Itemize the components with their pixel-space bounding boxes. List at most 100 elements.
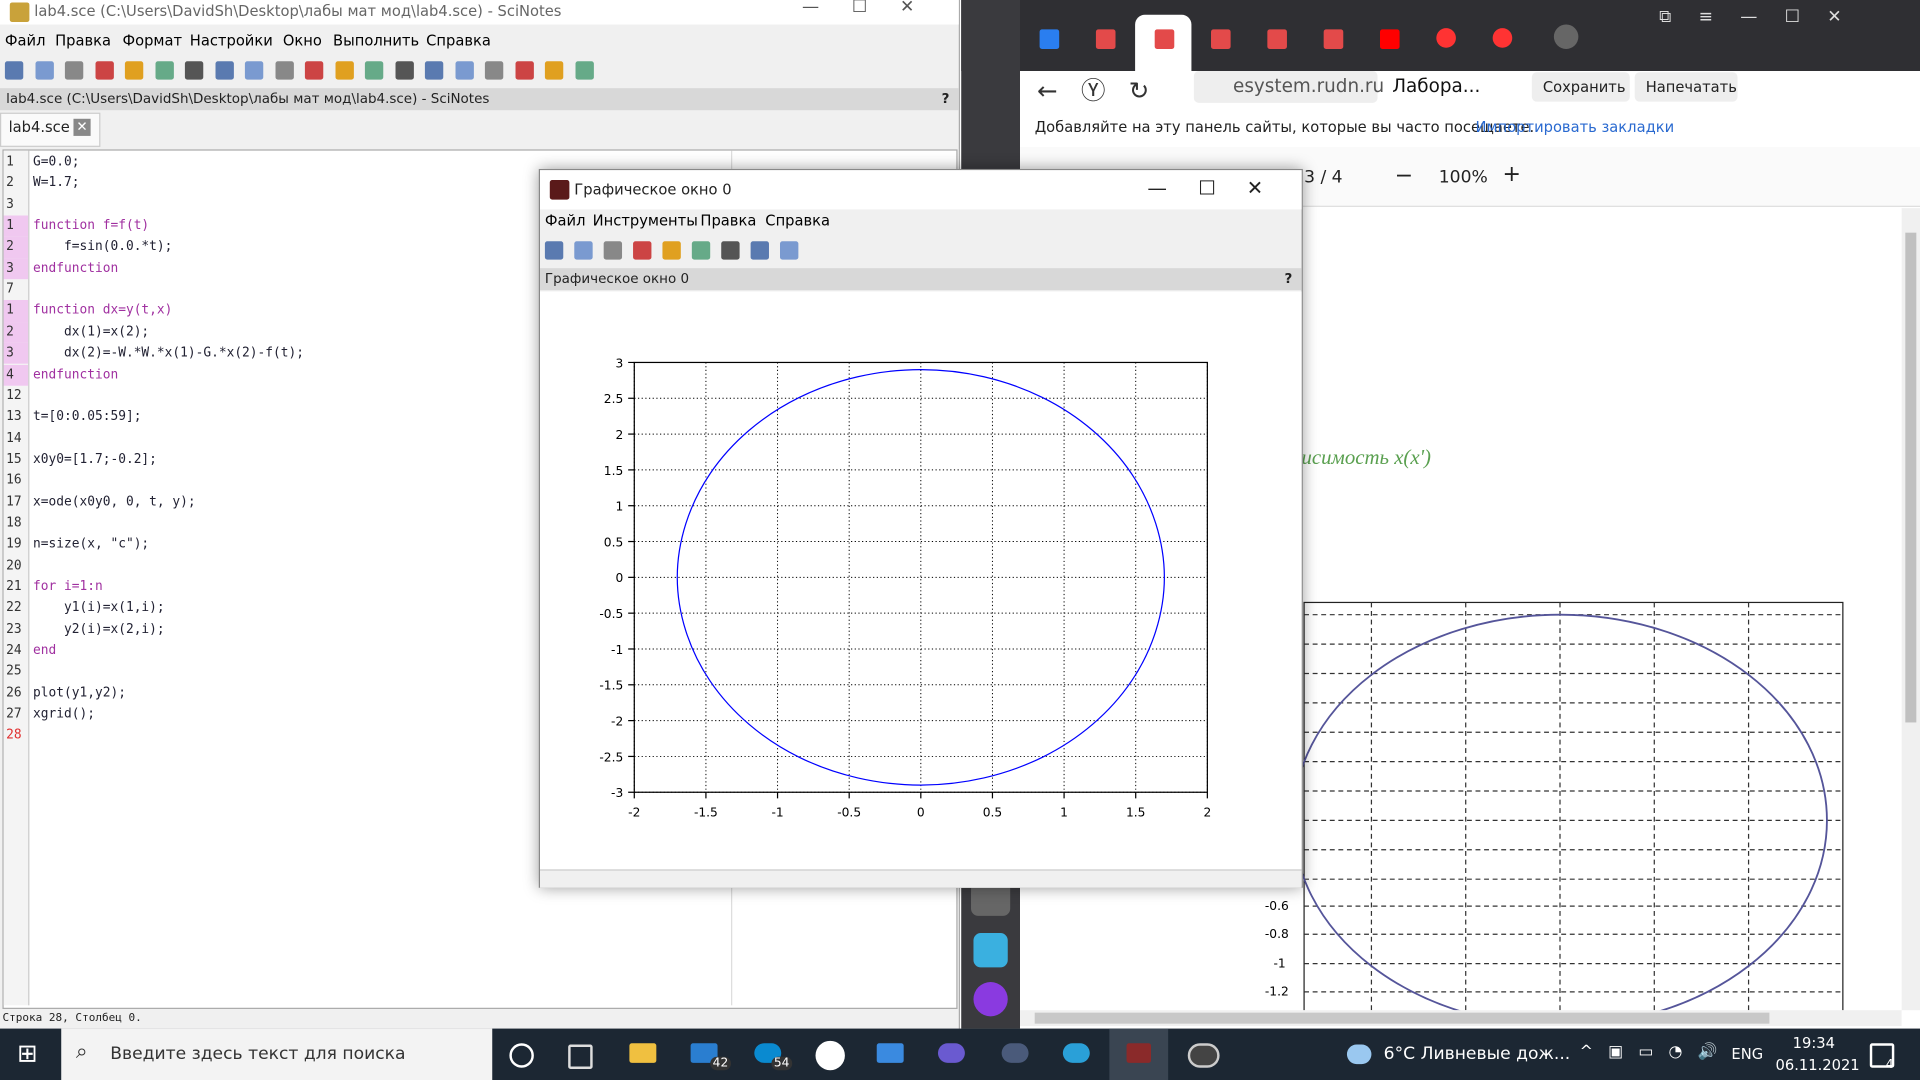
taskbar-app[interactable] [629,1043,657,1063]
tool-button[interactable] [244,61,264,80]
taskbar-app[interactable] [1062,1043,1090,1063]
zoom-in[interactable]: + [1502,161,1521,188]
task-view[interactable] [568,1044,593,1069]
start-button[interactable]: ⊞ [17,1038,38,1068]
tool-button[interactable] [544,241,564,260]
tool-button[interactable] [424,61,444,80]
tab-icon[interactable] [1211,29,1231,49]
tab-icon[interactable] [1380,29,1400,49]
address-bar[interactable] [1193,71,1378,103]
tool-button[interactable] [334,61,354,80]
line-number: 3 [6,260,14,276]
fold-mark [3,321,29,344]
tool-button[interactable] [750,241,769,260]
tool-button[interactable] [154,61,174,80]
menu-item[interactable]: Настройки [189,31,273,49]
window-controls[interactable]: — ☐ ✕ [802,0,915,18]
tool-button[interactable] [484,61,504,80]
zoom-out[interactable]: − [1394,162,1414,189]
taskbar-app[interactable] [690,1043,718,1063]
code-line: G=0.0; [33,154,80,169]
menu-item[interactable]: Правка [700,211,757,229]
tool-button[interactable] [574,241,593,260]
tool-button[interactable] [274,61,294,80]
menu-item[interactable]: Файл [4,31,46,49]
axes-frame [633,361,1208,793]
help-mark[interactable]: ? [1284,270,1293,287]
tool-button[interactable] [4,61,24,80]
scroll-thumb[interactable] [1905,232,1917,723]
menu-item[interactable]: Правка [55,31,112,49]
clock-time[interactable]: 19:34 [1792,1034,1836,1052]
search-icon: ⌕ [75,1039,88,1065]
h-scroll-thumb[interactable] [1034,1012,1770,1024]
taskbar-app[interactable] [876,1043,904,1063]
tool-button[interactable] [454,61,474,80]
status-bar [540,869,1302,888]
tray-icons[interactable]: ^ ▣ ▭ ◔ 🔊 [1579,1043,1718,1062]
tab-icon[interactable] [1039,29,1060,49]
menu-item[interactable]: Справка [765,211,831,229]
tool-button[interactable] [124,61,144,80]
tool-button[interactable] [544,61,564,80]
tab-icon[interactable] [1436,28,1456,48]
figure-tick: -1.2 [1265,985,1289,999]
notifications-icon[interactable] [1869,1043,1895,1068]
menu-item[interactable]: Выполнить [333,31,420,49]
line-number: 23 [6,621,22,637]
tool-button[interactable] [64,61,84,80]
taskbar-app[interactable] [937,1043,965,1063]
tab-icon[interactable] [1095,29,1116,49]
window-controls[interactable]: ⧉ ≡ — ☐ ✕ [1659,7,1842,27]
tool-button[interactable] [721,241,740,260]
tool-button[interactable] [603,241,623,260]
menu-item[interactable]: Инструменты [592,211,698,229]
dock-icon[interactable] [973,982,1008,1017]
language[interactable]: ENG [1731,1045,1764,1063]
nav-buttons[interactable]: ← Ⓨ ↻ [1037,75,1150,106]
x-tick-label: -1.5 [694,806,718,820]
data-line [676,369,1165,786]
fold-mark [3,343,29,365]
tab-close[interactable]: ✕ [73,118,91,136]
taskbar-app[interactable] [1187,1043,1220,1068]
tool-button[interactable] [780,241,799,260]
new-tab[interactable] [1553,24,1579,49]
tool-button[interactable] [691,241,711,260]
tool-button[interactable] [574,61,594,80]
tool-button[interactable] [394,61,414,80]
tool-button[interactable] [662,241,681,260]
search-box[interactable] [61,1028,493,1080]
taskbar-app[interactable] [815,1040,845,1071]
tab-icon[interactable] [1267,29,1287,49]
save-button[interactable] [1531,72,1630,102]
tool-button[interactable] [364,61,384,80]
window-controls[interactable]: — ☐ ✕ [1147,176,1264,200]
tab-icon[interactable] [1492,28,1513,48]
menu-item[interactable]: Файл [544,211,586,229]
taskbar-app[interactable] [1001,1043,1029,1063]
tool-button[interactable] [304,61,324,80]
weather[interactable]: 6°C Ливневые дож... [1383,1044,1571,1065]
code-line: n=size(x, "c"); [33,536,150,552]
menu-item[interactable]: Справка [426,31,491,49]
tool-button[interactable] [514,61,534,80]
print-button[interactable] [1634,72,1738,102]
tool-button[interactable] [94,61,114,80]
tool-button[interactable] [214,61,234,80]
help-mark[interactable]: ? [941,90,950,107]
menu-item[interactable]: Окно [282,31,322,49]
tool-button[interactable] [633,241,652,260]
y-tick-label: -2.5 [599,750,623,764]
dock-icon[interactable] [973,933,1008,968]
tab-icon[interactable] [1154,29,1175,49]
taskbar-app[interactable] [1126,1043,1152,1063]
fold-mark [3,300,29,322]
clock-date[interactable]: 06.11.2021 [1775,1056,1860,1074]
tab-icon[interactable] [1323,29,1344,49]
import-link[interactable]: Импортировать закладки [1475,118,1675,136]
menu-item[interactable]: Формат [122,31,183,49]
tool-button[interactable] [184,61,204,80]
cortana[interactable] [509,1043,534,1068]
tool-button[interactable] [34,61,54,80]
